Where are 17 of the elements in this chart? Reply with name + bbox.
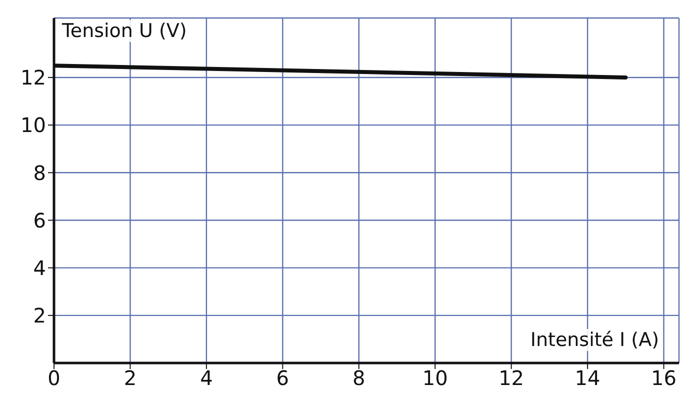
x-tick-label: 2 (124, 366, 137, 390)
y-axis-title: Tension U (V) (62, 20, 187, 42)
x-tick-label: 12 (498, 366, 524, 390)
x-tick-label: 14 (574, 366, 600, 390)
y-tick-label: 10 (20, 113, 46, 138)
x-tick-label: 8 (352, 366, 366, 390)
x-tick-label: 4 (200, 366, 213, 390)
y-tick-label: 2 (33, 304, 46, 328)
y-tick-label: 6 (33, 208, 46, 232)
x-axis-title: Intensité I (A) (530, 329, 659, 351)
y-tick-label: 12 (20, 66, 46, 90)
x-tick-label: 0 (48, 366, 60, 390)
x-tick-label: 16 (651, 366, 676, 390)
y-tick-label: 4 (33, 256, 46, 280)
y-tick-label: 8 (33, 160, 46, 185)
x-tick-label: 6 (276, 366, 290, 390)
x-tick-label: 10 (422, 366, 448, 390)
